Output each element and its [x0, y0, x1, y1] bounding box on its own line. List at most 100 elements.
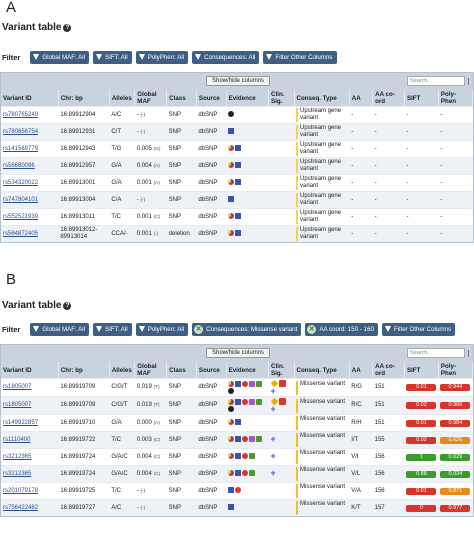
filter-sift-button[interactable]: SIFT: All — [92, 51, 132, 64]
variant-id-link[interactable]: rs747804101 — [3, 196, 39, 203]
frequency-icon[interactable] — [235, 452, 242, 459]
frequency-icon[interactable] — [228, 486, 235, 493]
variant-id-link[interactable]: rs534320022 — [3, 179, 39, 186]
phenotype-icon[interactable] — [249, 381, 256, 387]
frequency-icon[interactable] — [235, 229, 242, 236]
column-header[interactable]: AA co-ord — [372, 362, 405, 379]
column-header[interactable]: Source — [196, 90, 227, 107]
column-header[interactable]: Class — [166, 90, 197, 107]
gnomad-pie-icon[interactable] — [228, 435, 235, 442]
hapmap-icon[interactable] — [256, 381, 263, 387]
filter-consequences-active-button[interactable]: ✕ Consequences: Missense variant — [192, 323, 302, 336]
column-header[interactable]: Poly-Phen — [438, 90, 474, 107]
variant-id-link[interactable]: rs3212365 — [3, 453, 32, 460]
filter-other-columns-button[interactable]: Filter Other Columns — [382, 323, 456, 336]
variant-id-link[interactable]: rs149922857 — [3, 419, 39, 426]
hapmap-icon[interactable] — [249, 452, 256, 459]
column-header[interactable]: Variant ID — [1, 362, 59, 379]
filter-polyphen-button[interactable]: PolyPhen: All — [135, 323, 189, 336]
clinsig-pathogenic-icon[interactable] — [278, 398, 286, 405]
variant-id-link[interactable]: rs552521939 — [3, 213, 39, 220]
filter-sift-button[interactable]: SIFT: All — [92, 323, 132, 336]
search-input[interactable]: Search... — [407, 348, 465, 358]
column-header[interactable]: Evidence — [226, 362, 270, 379]
clinsig-plus-icon[interactable]: + — [270, 450, 276, 461]
filter-global-maf-button[interactable]: Global MAF: All — [30, 51, 89, 64]
filter-consequences-button[interactable]: Consequences: All — [192, 51, 260, 64]
frequency-icon[interactable] — [235, 381, 242, 387]
clinsig-plus-icon[interactable]: + — [270, 386, 276, 396]
column-header[interactable]: AA — [349, 90, 374, 107]
gnomad-pie-icon[interactable] — [228, 229, 235, 236]
gnomad-pie-icon[interactable] — [228, 212, 235, 219]
frequency-icon[interactable] — [235, 161, 242, 168]
variant-id-link[interactable]: rs780856754 — [3, 128, 39, 135]
column-header[interactable]: SIFT — [404, 90, 439, 107]
gnomad-pie-icon[interactable] — [228, 418, 235, 425]
gnomad-pie-icon[interactable] — [228, 452, 235, 459]
variant-id-link[interactable]: rs780765249 — [3, 111, 39, 118]
clinsig-plus-icon[interactable]: + — [270, 404, 276, 414]
column-header[interactable]: Global MAF — [134, 362, 168, 379]
help-icon[interactable]: ? — [63, 24, 72, 32]
frequency-icon[interactable] — [228, 195, 235, 202]
column-header[interactable]: SIFT — [404, 362, 439, 379]
hapmap-icon[interactable] — [249, 469, 256, 476]
resize-handle[interactable] — [468, 78, 472, 85]
gnomad-pie-icon[interactable] — [228, 178, 235, 185]
filter-global-maf-button[interactable]: Global MAF: All — [30, 323, 89, 336]
frequency-icon[interactable] — [228, 503, 235, 510]
help-icon[interactable]: ? — [63, 302, 72, 310]
phenotype-icon[interactable] — [249, 435, 256, 442]
cited-icon[interactable] — [242, 381, 249, 387]
gnomad-pie-icon[interactable] — [228, 161, 235, 168]
variant-id-link[interactable]: rs1110400 — [3, 436, 31, 443]
column-header[interactable]: Alleles — [109, 362, 136, 379]
cosmic-icon[interactable] — [228, 406, 235, 412]
filter-polyphen-button[interactable]: PolyPhen: All — [135, 51, 189, 64]
gnomad-pie-icon[interactable] — [228, 469, 235, 476]
column-header[interactable]: Conseq. Type — [294, 362, 350, 379]
cited-icon[interactable] — [242, 435, 249, 442]
column-header[interactable]: Chr: bp — [58, 90, 110, 107]
resize-handle[interactable] — [468, 350, 472, 357]
hapmap-icon[interactable] — [256, 399, 263, 405]
column-header[interactable]: Clin. Sig. — [268, 362, 295, 379]
variant-id-link[interactable]: rs1805007 — [3, 402, 32, 408]
gnomad-pie-icon[interactable] — [228, 144, 235, 151]
variant-id-link[interactable]: rs3212365 — [3, 470, 32, 477]
frequency-icon[interactable] — [235, 435, 242, 442]
frequency-icon[interactable] — [235, 144, 242, 151]
remove-filter-icon[interactable]: ✕ — [194, 325, 204, 334]
column-header[interactable]: Alleles — [109, 90, 136, 107]
column-header[interactable]: Variant ID — [1, 90, 59, 107]
column-header[interactable]: Class — [166, 362, 197, 379]
search-input[interactable]: Search... — [407, 76, 465, 86]
frequency-icon[interactable] — [235, 178, 242, 185]
cosmic-icon[interactable] — [228, 388, 235, 394]
phenotype-icon[interactable] — [249, 399, 256, 405]
frequency-icon[interactable] — [235, 469, 242, 476]
cited-icon[interactable] — [242, 452, 249, 459]
variant-id-link[interactable]: rs756422482 — [3, 504, 39, 511]
column-header[interactable]: Clin. Sig. — [268, 90, 295, 107]
frequency-icon[interactable] — [235, 399, 242, 405]
frequency-icon[interactable] — [235, 418, 242, 425]
frequency-icon[interactable] — [235, 212, 242, 219]
clinsig-pathogenic-icon[interactable] — [278, 380, 286, 387]
gnomad-pie-icon[interactable] — [228, 381, 235, 387]
variant-id-link[interactable]: rs564872405 — [3, 230, 39, 237]
variant-id-link[interactable]: rs141569779 — [3, 145, 39, 152]
gnomad-pie-icon[interactable] — [228, 399, 235, 405]
clinsig-plus-icon[interactable]: + — [270, 467, 276, 478]
column-header[interactable]: Evidence — [226, 90, 270, 107]
cosmic-icon[interactable] — [228, 110, 235, 117]
column-header[interactable]: Chr: bp — [58, 362, 110, 379]
frequency-icon[interactable] — [228, 127, 235, 134]
column-header[interactable]: AA co-ord — [372, 90, 405, 107]
column-header[interactable]: Poly-Phen — [438, 362, 474, 379]
clinsig-plus-icon[interactable]: + — [270, 433, 276, 444]
filter-aa-coord-active-button[interactable]: ✕ AA coord: 150 - 160 — [305, 323, 379, 336]
cited-icon[interactable] — [235, 486, 242, 493]
column-header[interactable]: Global MAF — [134, 90, 168, 107]
